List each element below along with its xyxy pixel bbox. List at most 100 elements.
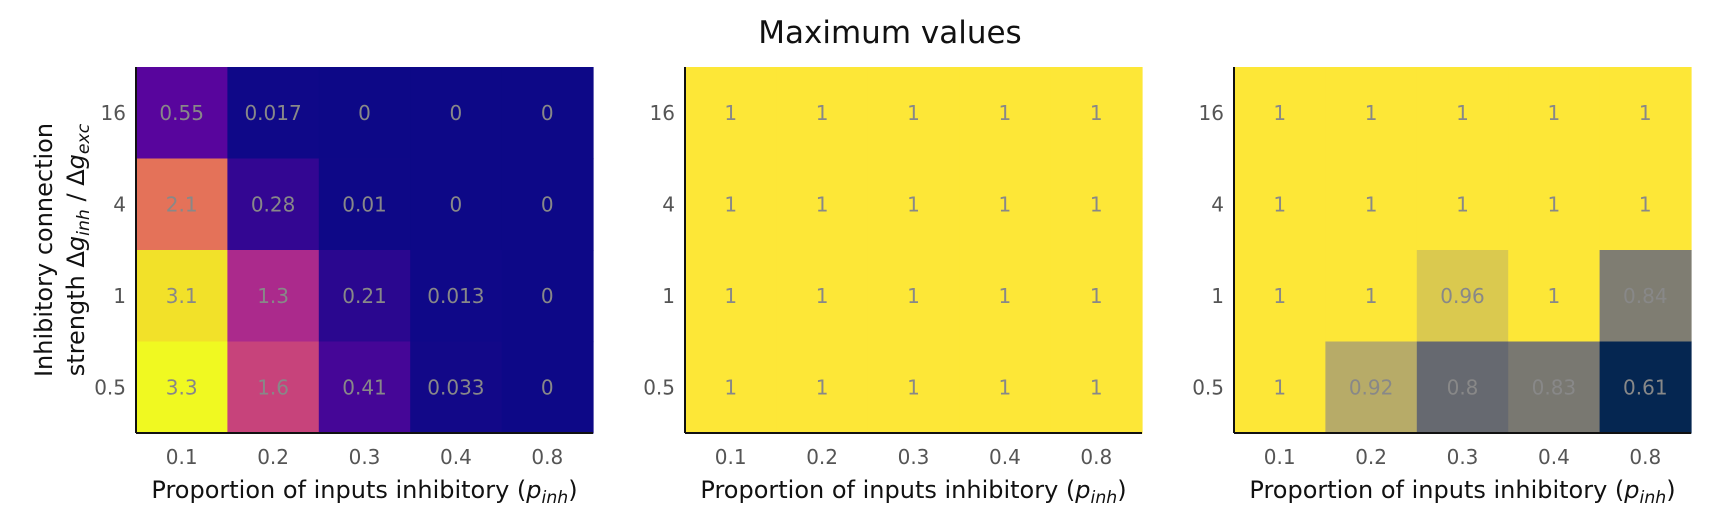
cell-value-label: 1 (1090, 375, 1103, 399)
y-tick-label: 1 (113, 284, 126, 308)
cell-value-label: 0 (541, 192, 554, 216)
x-tick-label: 0.3 (898, 445, 930, 469)
heatmap-cell (136, 158, 228, 251)
cell-value-label: 1 (1365, 284, 1378, 308)
heatmap-cell (1050, 341, 1143, 434)
y-tick-label: 16 (101, 101, 126, 125)
x-tick-label: 0.1 (1264, 445, 1296, 469)
heatmap-cell (136, 250, 228, 343)
figure-title: Maximum values (758, 15, 1021, 51)
cell-value-label: 0.41 (342, 375, 387, 399)
y-tick-label: 16 (650, 101, 675, 125)
cell-value-label: 0.83 (1532, 375, 1577, 399)
heatmap-cell (1234, 250, 1326, 343)
x-tick-label: 0.2 (806, 445, 838, 469)
y-tick-label: 4 (662, 192, 675, 216)
x-tick-label: 0.3 (349, 445, 381, 469)
x-tick-label: 0.2 (1355, 445, 1387, 469)
heatmap-cell (410, 67, 503, 160)
cell-value-label: 2.1 (166, 192, 198, 216)
cell-value-label: 1.3 (257, 284, 289, 308)
heatmap-cell (318, 341, 411, 434)
cell-value-label: 0 (450, 101, 463, 125)
heatmap-cell (959, 158, 1052, 251)
cell-value-label: 0.92 (1349, 375, 1394, 399)
cell-value-label: 0.96 (1440, 284, 1485, 308)
heatmap-cell (410, 250, 503, 343)
x-tick-label: 0.8 (1629, 445, 1661, 469)
heatmap-cell (1416, 158, 1509, 251)
heatmap-cell (1599, 250, 1692, 343)
heatmap-cell (227, 341, 320, 434)
cell-value-label: 0.21 (342, 284, 387, 308)
heatmap-cell (1050, 250, 1143, 343)
x-tick-label: 0.8 (1080, 445, 1112, 469)
heatmap-cell (1416, 341, 1509, 434)
heatmap-panel-3: 1 1 1 1 11 1 1 1 11 1 0.96 1 0.841 0.92 0.8 0.83 0.610.1… (1192, 67, 1692, 508)
y-tick-label: 16 (1199, 101, 1224, 125)
heatmap-cell (227, 158, 320, 251)
cell-value-label: 1 (816, 101, 829, 125)
cell-value-label: 0 (450, 192, 463, 216)
heatmap-cell (1599, 67, 1692, 160)
cell-value-label: 1 (1548, 101, 1561, 125)
cell-value-label: 1 (1273, 375, 1286, 399)
heatmap-cell (867, 67, 960, 160)
heatmap-cell (867, 158, 960, 251)
heatmap-cell (776, 341, 869, 434)
y-tick-label: 4 (113, 192, 126, 216)
y-tick-label: 4 (1211, 192, 1224, 216)
heatmap-cell (1508, 250, 1601, 343)
y-tick-label: 0.5 (643, 375, 675, 399)
heatmap-cell (1508, 158, 1601, 251)
cell-value-label: 1 (1090, 284, 1103, 308)
cell-value-label: 0.8 (1447, 375, 1479, 399)
cell-value-label: 1 (1365, 101, 1378, 125)
x-tick-label: 0.4 (989, 445, 1021, 469)
cell-value-label: 1 (1273, 101, 1286, 125)
cell-value-label: 1 (1639, 192, 1652, 216)
heatmap-cell (1325, 67, 1418, 160)
y-tick-label: 1 (662, 284, 675, 308)
cell-value-label: 1 (999, 284, 1012, 308)
y-tick-label: 0.5 (94, 375, 126, 399)
heatmap-cell (1508, 67, 1601, 160)
heatmap-cell (959, 341, 1052, 434)
heatmap-cell (776, 67, 869, 160)
heatmap-cell (227, 250, 320, 343)
cell-value-label: 1 (1273, 192, 1286, 216)
cell-value-label: 1 (724, 101, 737, 125)
heatmap-cell (410, 341, 503, 434)
y-axis-label: Inhibitory connection strength Δginh / Δg… (30, 123, 94, 377)
heatmap-cell (1050, 158, 1143, 251)
cell-value-label: 1 (1365, 192, 1378, 216)
cell-value-label: 1.6 (257, 375, 289, 399)
x-tick-label: 0.8 (531, 445, 563, 469)
heatmap-cell (1050, 67, 1143, 160)
heatmap-cell (136, 67, 228, 160)
svg-text:strength Δginh / Δgexc: strength Δginh / Δgexc (62, 123, 94, 376)
cell-value-label: 1 (724, 192, 737, 216)
heatmap-cell (959, 250, 1052, 343)
heatmap-cell (136, 341, 228, 434)
cell-value-label: 1 (907, 375, 920, 399)
x-axis-label: Proportion of inputs inhibitory (pinh​) (1249, 476, 1675, 508)
heatmap-cell (1325, 341, 1418, 434)
heatmap-cell (410, 158, 503, 251)
x-axis-label: Proportion of inputs inhibitory (pinh​) (700, 476, 1126, 508)
cell-value-label: 1 (724, 284, 737, 308)
cell-value-label: 3.3 (166, 375, 198, 399)
cell-value-label: 1 (1548, 284, 1561, 308)
cell-value-label: 1 (907, 284, 920, 308)
svg-text:Inhibitory connection: Inhibitory connection (30, 123, 58, 377)
heatmap-cell (685, 158, 777, 251)
cell-value-label: 0.013 (427, 284, 484, 308)
cell-value-label: 1 (1090, 101, 1103, 125)
y-tick-label: 0.5 (1192, 375, 1224, 399)
heatmap-panel-2: 1 1 1 1 1 1 1 1 1 1 1 1 1 1 1 1 1 1 1 1 0.1 0.2 0.3 0.4 0.8 16 4 1 0… (643, 67, 1143, 508)
heatmap-cell (1508, 341, 1601, 434)
cell-value-label: 1 (1090, 192, 1103, 216)
panels: 0.55 0.017 0 0 02.1 0.28 0.01 0 03.1 1.3 0.21 0.013… (30, 67, 1692, 508)
cell-value-label: 1 (724, 375, 737, 399)
